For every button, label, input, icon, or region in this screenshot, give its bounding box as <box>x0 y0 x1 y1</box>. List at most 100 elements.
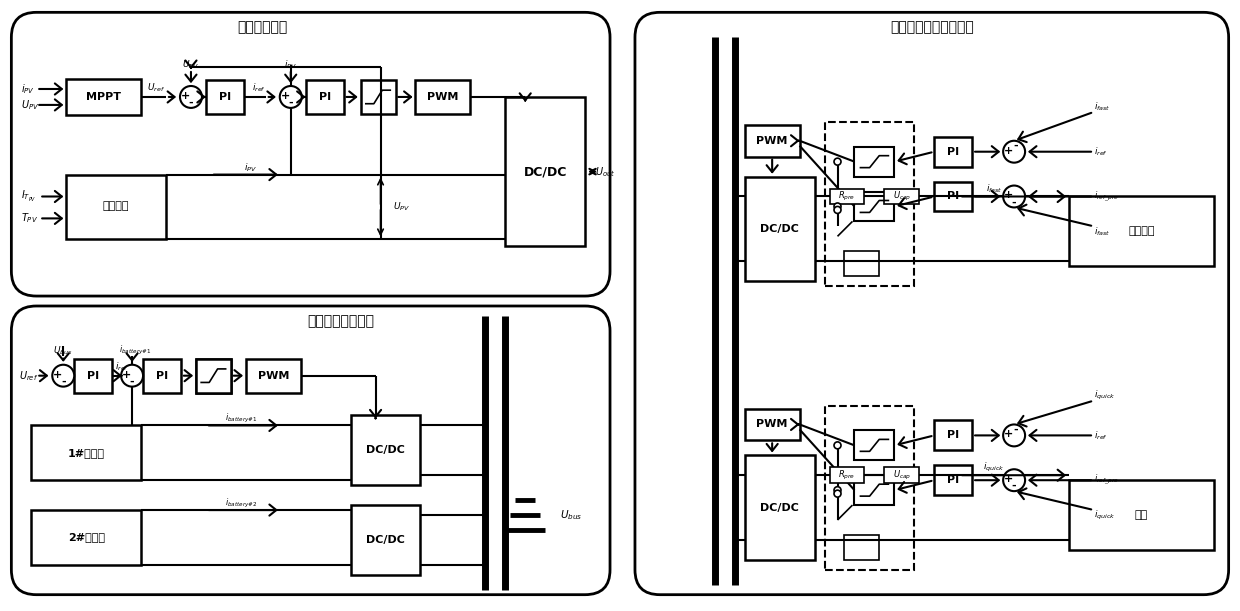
Text: $i_{quick}$: $i_{quick}$ <box>983 461 1004 474</box>
Text: $i_{ref\_pre}$: $i_{ref\_pre}$ <box>1094 189 1118 203</box>
Bar <box>854 147 894 177</box>
Text: $R_{pre}$: $R_{pre}$ <box>838 190 856 203</box>
Text: $i_{battery\#1}$: $i_{battery\#1}$ <box>119 344 151 357</box>
Text: +: + <box>122 370 131 379</box>
Text: -: - <box>1012 197 1017 208</box>
Text: $U_{out}$: $U_{out}$ <box>595 165 615 178</box>
Bar <box>745 409 800 441</box>
Bar <box>66 175 166 240</box>
Text: PI: PI <box>947 475 960 485</box>
Text: DC/DC: DC/DC <box>760 224 799 234</box>
Bar <box>844 251 879 276</box>
Bar <box>745 125 800 156</box>
Bar <box>745 455 815 560</box>
Text: $i_{ref}$: $i_{ref}$ <box>1094 429 1109 442</box>
Bar <box>196 359 231 393</box>
Text: $T_{PV}$: $T_{PV}$ <box>21 211 38 225</box>
Bar <box>196 359 231 393</box>
Bar <box>934 420 972 450</box>
Text: PI: PI <box>947 147 960 156</box>
Text: +: + <box>280 91 290 101</box>
Text: PWM: PWM <box>258 371 289 381</box>
Bar <box>206 80 244 114</box>
Bar <box>246 359 301 393</box>
Text: $U_{bus}$: $U_{bus}$ <box>560 508 583 522</box>
Text: -: - <box>1012 481 1017 491</box>
Bar <box>306 80 343 114</box>
Text: $i_{battery\#2}$: $i_{battery\#2}$ <box>224 497 257 510</box>
Bar <box>854 475 894 505</box>
Text: +: + <box>1004 145 1013 156</box>
Text: PI: PI <box>156 371 169 381</box>
FancyBboxPatch shape <box>11 12 610 296</box>
Bar <box>1069 197 1214 266</box>
Bar <box>825 406 914 570</box>
Text: PWM: PWM <box>756 420 787 430</box>
Circle shape <box>1003 469 1025 491</box>
Text: $U_{ref}$: $U_{ref}$ <box>20 369 38 382</box>
Bar <box>854 430 894 460</box>
Bar <box>361 80 396 114</box>
Text: $i_{fast}$: $i_{fast}$ <box>986 182 1002 195</box>
Text: $U_{bus}$: $U_{bus}$ <box>53 345 73 357</box>
Bar <box>830 189 864 205</box>
FancyBboxPatch shape <box>635 12 1229 595</box>
Bar <box>31 425 141 480</box>
Text: 储能电池控制策略: 储能电池控制策略 <box>308 314 374 328</box>
Text: +: + <box>1004 474 1013 484</box>
Circle shape <box>1003 141 1025 163</box>
Text: -: - <box>130 377 134 387</box>
Text: PI: PI <box>218 92 231 102</box>
Bar <box>934 465 972 495</box>
Circle shape <box>835 487 841 494</box>
Text: DC/DC: DC/DC <box>366 535 405 545</box>
Bar <box>854 191 894 221</box>
Text: $i_{PV}$: $i_{PV}$ <box>21 82 35 96</box>
Text: DC/DC: DC/DC <box>523 165 567 178</box>
Bar <box>74 359 112 393</box>
Text: +: + <box>181 91 190 101</box>
Text: 2#电池组: 2#电池组 <box>68 532 104 543</box>
Circle shape <box>180 86 202 108</box>
Text: 1#电池组: 1#电池组 <box>68 448 104 458</box>
Text: 快充: 快充 <box>1135 510 1148 520</box>
Bar <box>505 97 585 246</box>
Bar <box>884 189 919 205</box>
Bar <box>351 415 420 485</box>
Text: $i_{battery\#1}$: $i_{battery\#1}$ <box>224 412 257 425</box>
Text: $i_{ref}$: $i_{ref}$ <box>115 360 129 373</box>
Text: $I_{T_{PV}}$: $I_{T_{PV}}$ <box>21 189 37 204</box>
Bar <box>1069 480 1214 550</box>
Text: $i_{PV}$: $i_{PV}$ <box>284 59 298 71</box>
Text: -: - <box>1013 141 1018 151</box>
Circle shape <box>835 203 841 210</box>
Text: PI: PI <box>319 92 331 102</box>
Text: -: - <box>289 98 293 108</box>
Text: DC/DC: DC/DC <box>366 445 405 455</box>
Bar <box>825 122 914 286</box>
Circle shape <box>1003 425 1025 447</box>
Text: $i_{PV}$: $i_{PV}$ <box>244 161 258 174</box>
Text: MPPT: MPPT <box>86 92 122 102</box>
Text: -: - <box>1013 425 1018 434</box>
Text: PI: PI <box>947 191 960 202</box>
Text: $i_{quick}$: $i_{quick}$ <box>1094 508 1116 522</box>
Circle shape <box>52 365 74 387</box>
Text: $U_{PV}$: $U_{PV}$ <box>182 59 200 71</box>
Text: +: + <box>1004 430 1013 439</box>
Circle shape <box>1003 186 1025 208</box>
Text: $R_{pre}$: $R_{pre}$ <box>838 469 856 482</box>
Circle shape <box>280 86 301 108</box>
Circle shape <box>835 158 841 165</box>
Text: 电动汽车充电控制策略: 电动汽车充电控制策略 <box>890 20 973 34</box>
Text: PI: PI <box>87 371 99 381</box>
Bar <box>830 467 864 483</box>
Bar <box>934 181 972 211</box>
Text: $U_{cap}$: $U_{cap}$ <box>893 469 911 482</box>
Bar <box>934 137 972 167</box>
Text: DC/DC: DC/DC <box>760 503 799 513</box>
Text: $U_{PV}$: $U_{PV}$ <box>393 200 409 213</box>
Bar <box>745 177 815 281</box>
Text: $i_{fast}$: $i_{fast}$ <box>1094 101 1111 113</box>
Bar <box>143 359 181 393</box>
